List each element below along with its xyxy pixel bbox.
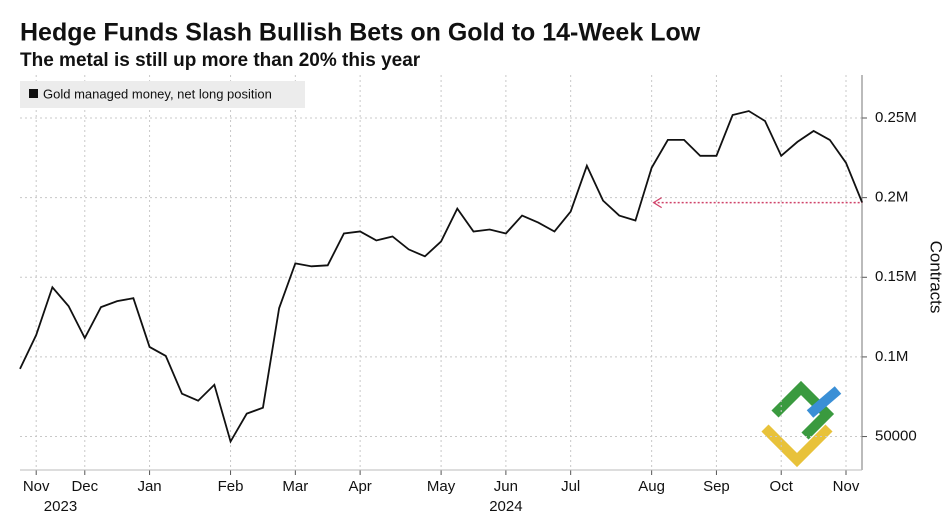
y-axis-label: Contracts xyxy=(927,241,946,314)
y-tick-label: 0.2M xyxy=(875,189,908,206)
y-tick-label: 50000 xyxy=(875,428,917,445)
x-tick-label: Nov xyxy=(833,478,860,495)
x-tick-label: Jun xyxy=(494,478,518,495)
x-tick-label: Jan xyxy=(137,478,161,495)
legend-label: Gold managed money, net long position xyxy=(43,86,272,101)
reference-arrowhead xyxy=(652,197,662,209)
legend-swatch xyxy=(29,89,38,98)
logo xyxy=(761,380,842,468)
y-tick-label: 0.15M xyxy=(875,268,917,285)
x-year-label: 2023 xyxy=(44,498,77,514)
x-tick-label: May xyxy=(427,478,456,495)
x-tick-label: Nov xyxy=(23,478,50,495)
chart-subtitle: The metal is still up more than 20% this… xyxy=(20,50,421,71)
series-line xyxy=(19,110,864,444)
chart-title: Hedge Funds Slash Bullish Bets on Gold t… xyxy=(20,19,701,47)
x-tick-label: Sep xyxy=(703,478,730,495)
x-tick-label: Oct xyxy=(770,478,794,495)
y-tick-label: 0.1M xyxy=(875,348,908,365)
legend: Gold managed money, net long position xyxy=(20,81,305,108)
y-tick-label: 0.25M xyxy=(875,109,917,126)
x-tick-label: Dec xyxy=(71,478,98,495)
x-tick-label: Mar xyxy=(282,478,308,495)
x-tick-label: Aug xyxy=(638,478,665,495)
x-tick-label: Jul xyxy=(561,478,580,495)
legend-box xyxy=(20,81,305,108)
x-tick-label: Feb xyxy=(218,478,244,495)
x-tick-label: Apr xyxy=(348,478,371,495)
x-year-label: 2024 xyxy=(489,498,522,514)
